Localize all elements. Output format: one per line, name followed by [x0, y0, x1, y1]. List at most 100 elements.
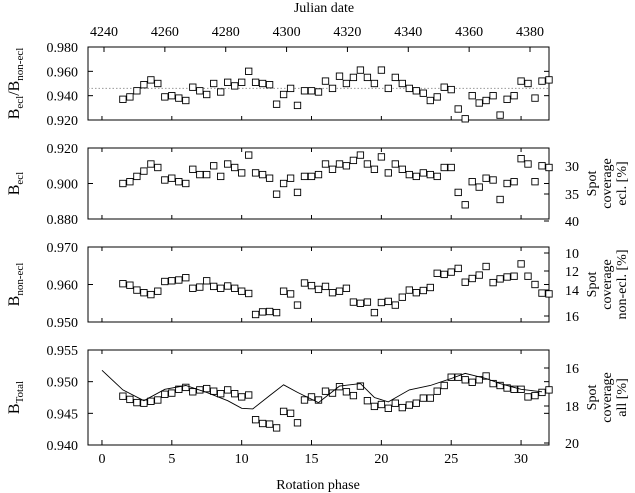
data-point — [210, 282, 218, 291]
data-point — [531, 178, 539, 186]
data-point — [482, 372, 490, 380]
data-point — [384, 297, 392, 306]
data-point — [363, 160, 372, 168]
data-point — [203, 277, 211, 285]
data-point — [147, 76, 155, 84]
data-point — [468, 274, 476, 283]
y-tick-label: 0.940 — [47, 439, 79, 454]
data-point — [224, 160, 232, 168]
data-point — [300, 172, 309, 181]
right-axis-label: Spot — [585, 272, 600, 298]
data-point — [175, 276, 183, 284]
data-point — [461, 201, 469, 209]
data-point — [133, 87, 141, 95]
data-point — [224, 386, 232, 394]
data-point — [231, 284, 239, 292]
data-point — [140, 399, 148, 407]
right-tick-label: 14 — [565, 284, 579, 299]
top-tick-label: 4380 — [516, 25, 544, 40]
data-point — [440, 270, 448, 279]
data-point — [293, 419, 302, 427]
data-point — [231, 163, 239, 172]
data-point — [489, 176, 497, 184]
data-point — [517, 77, 525, 85]
data-point — [412, 289, 420, 297]
data-point — [196, 170, 204, 179]
right-tick-label: 12 — [565, 265, 579, 280]
data-point — [224, 78, 232, 86]
data-point — [189, 388, 197, 396]
bottom-tick-label: 5 — [168, 452, 175, 467]
data-point — [384, 404, 392, 412]
data-point — [377, 298, 386, 307]
right-axis-label: coverage — [600, 259, 615, 310]
data-point — [300, 396, 309, 404]
data-point — [175, 178, 183, 186]
right-tick-label: 16 — [565, 310, 579, 325]
data-point — [300, 87, 309, 95]
data-point — [538, 77, 546, 85]
data-point — [496, 275, 504, 283]
top-tick-label: 4360 — [455, 25, 483, 40]
data-point — [126, 395, 134, 404]
data-point — [503, 95, 511, 103]
data-point — [363, 298, 372, 306]
data-point — [405, 84, 413, 93]
data-point — [279, 179, 288, 188]
top-tick-label: 4320 — [333, 25, 361, 40]
top-tick-label: 4260 — [151, 25, 179, 40]
data-point — [468, 378, 476, 386]
data-point — [119, 392, 127, 400]
data-point — [328, 165, 337, 173]
data-point — [182, 96, 190, 105]
data-point — [384, 84, 392, 93]
data-point — [510, 385, 518, 393]
right-axis-label: non-ecl. [%] — [615, 250, 630, 320]
data-point — [461, 376, 469, 384]
data-point — [489, 379, 497, 388]
data-point — [391, 399, 399, 407]
data-point — [342, 388, 351, 396]
y-tick-label: 0.980 — [47, 41, 79, 56]
data-point — [440, 83, 448, 91]
y-tick-label: 0.880 — [47, 213, 79, 228]
data-point — [524, 79, 532, 88]
right-tick-label: 20 — [565, 437, 579, 452]
data-point — [503, 384, 511, 392]
data-point — [377, 66, 386, 74]
data-point — [238, 287, 246, 295]
data-point — [286, 84, 295, 93]
data-point — [154, 79, 162, 88]
data-point — [133, 172, 141, 181]
data-point — [154, 163, 162, 172]
data-point — [245, 151, 253, 159]
y-axis-label: Becl — [6, 172, 26, 196]
data-point — [524, 393, 532, 401]
data-point — [196, 87, 204, 95]
data-point — [454, 105, 462, 113]
right-axis-label: ecl. [%] — [615, 161, 630, 205]
top-tick-label: 4240 — [90, 25, 118, 40]
data-point — [272, 100, 281, 108]
data-point — [147, 160, 155, 168]
data-point — [286, 409, 295, 417]
data-point — [140, 81, 148, 89]
data-point — [126, 178, 134, 186]
data-point — [161, 93, 169, 101]
data-point — [328, 389, 337, 397]
data-point — [265, 174, 274, 182]
data-point — [489, 278, 497, 287]
data-point — [356, 382, 365, 390]
data-point — [210, 79, 218, 88]
data-point — [272, 424, 281, 432]
y-tick-label: 0.940 — [47, 90, 79, 105]
y-axis-label: BTotal — [6, 381, 26, 414]
data-point — [482, 96, 490, 105]
data-point — [154, 287, 162, 295]
right-axis-label: Spot — [585, 385, 600, 411]
data-point — [210, 387, 218, 395]
data-point — [433, 172, 441, 181]
data-point — [391, 160, 399, 168]
data-point — [349, 391, 358, 400]
panel-non-eclipse: 0.950 0.960 0.970 Bnon-ecl 10 12 14 16 Spot cover… — [6, 241, 630, 331]
